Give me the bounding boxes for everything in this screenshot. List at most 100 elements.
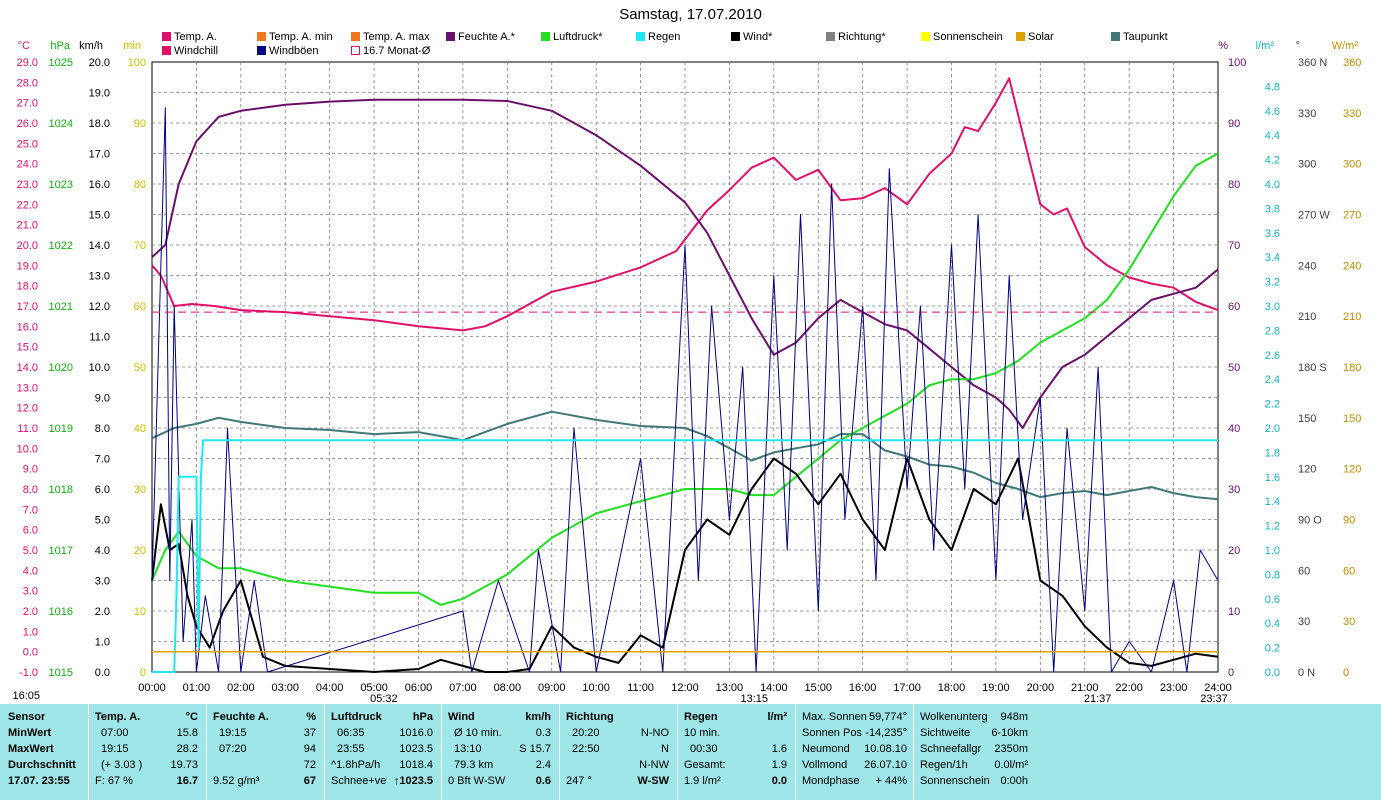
legend-label: Temp. A. min [269,31,333,43]
humidity-tick-label: 30 [1228,484,1240,496]
legend-item: Temp. A. [162,31,217,43]
legend-swatch [162,46,171,55]
legend-item: Regen [636,31,680,43]
temp-max-time: 19:15 [101,743,129,755]
temperature-tick-label: 17.0 [17,301,38,313]
pressure-header: Luftdruck [331,711,382,723]
wind-tick-label: 7.0 [95,454,110,466]
temperature-tick-label: 6.0 [23,525,38,537]
moon-phase-value: + 44% [875,775,908,787]
left-time-label: 16:05 [12,690,40,702]
rain-tick-label: 0.4 [1265,618,1280,630]
legend-swatch [921,32,930,41]
rain-interval: 10 min. [684,727,721,739]
humidity-max-time: 07:20 [219,743,247,755]
rain-max-value: 1.6 [771,743,787,755]
direction-tick-label: 120 [1298,464,1316,476]
legend-label: Luftdruck* [553,31,603,43]
x-tick-label: 00:00 [138,682,166,694]
x-tick-label: 20:00 [1027,682,1055,694]
rain-total-value: 1.9 [771,759,787,771]
pressure-tick-label: 1020 [49,362,73,374]
humidity-header: Feuchte A. [213,711,269,723]
direction-min-value: N-NO [640,727,669,739]
sun-minutes-tick-label: 0 [140,667,146,679]
wind-tick-label: 9.0 [95,393,110,405]
pressure-forecast: Schnee+ve [331,775,387,787]
temp-min-time: 07:00 [101,727,129,739]
humidity-avg-value: 72 [303,759,316,771]
axis-header-hpa: hPa [50,40,70,52]
solar-tick-label: 240 [1343,260,1361,272]
wind-tick-label: 15.0 [89,210,110,222]
moon-phase-label: Mondphase [802,775,860,787]
wind-tick-label: 13.0 [89,271,110,283]
humidity-tick-label: 20 [1228,545,1240,557]
direction-now-value: W-SW [637,775,669,787]
direction-tick-label: 360 N [1298,57,1327,69]
chart-title: Samstag, 17.07.2010 [619,6,762,23]
full-moon-label: Vollmond [802,759,848,771]
direction-tick-label: 240 [1298,260,1316,272]
x-tick-label: 07:00 [449,682,477,694]
rain-tick-label: 0.8 [1265,569,1280,581]
x-tick-label: 10:00 [582,682,610,694]
direction-column: Richtung 20:20 N-NO 22:50 N N-NW 247 ° W… [560,704,678,800]
x-tick-label: 14:00 [760,682,788,694]
pressure-min-time: 06:35 [337,727,365,739]
legend-label: Wind* [743,31,773,43]
solar-tick-label: 330 [1343,108,1361,120]
direction-tick-label: 330 [1298,108,1316,120]
sun-minutes-tick-label: 30 [134,484,146,496]
wind-tick-label: 12.0 [89,301,110,313]
temp-column: Temp. A. °C 07:00 15.8 19:15 28.2 (+ 3.0… [89,704,207,800]
x-tick-label: 22:00 [1115,682,1143,694]
up-arrow-icon: ↑ [393,775,400,787]
temp-header: Temp. A. [95,711,141,723]
solar-tick-label: 120 [1343,464,1361,476]
humidity-tick-label: 80 [1228,179,1240,191]
temperature-tick-label: 16.0 [17,321,38,333]
legend-label: Solar [1028,31,1054,43]
humidity-tick-label: 40 [1228,423,1240,435]
rain-tick-label: 0.2 [1265,643,1280,655]
sunrise-label: 05:32 [370,693,398,704]
rain-tick-label: 4.2 [1265,155,1280,167]
pressure-tick-label: 1021 [49,301,73,313]
rain-sum: 1.9 l/m² [684,775,721,787]
humidity-unit: % [306,711,316,723]
x-tick-label: 16:00 [849,682,877,694]
wind-tick-label: 16.0 [89,179,110,191]
temperature-tick-label: 19.0 [17,260,38,272]
temperature-tick-label: 23.0 [17,179,38,191]
temperature-tick-label: 21.0 [17,220,38,232]
temp-now-value: 16.7 [176,775,198,787]
visibility-value: 6-10km [991,727,1028,739]
moonrise-label: 13:15 [741,693,769,704]
rain-tick-label: 4.0 [1265,179,1280,191]
wind-unit: km/h [525,711,551,723]
rain-hour-label: Regen/1h [920,759,968,771]
rain-hour-value: 0.0l/m² [994,759,1028,771]
humidity-tick-label: 60 [1228,301,1240,313]
weather-chart: 29.0 28.0 27.0 26.0 25.0 24.0 23.0 22.0 21.0 20.0… [12,40,1361,704]
rain-tick-label: 1.4 [1265,496,1280,508]
temperature-tick-label: 13.0 [17,382,38,394]
legend-swatch [541,32,550,41]
sun-minutes-tick-label: 20 [134,545,146,557]
series-line-feuchte-a- [151,98,1219,429]
solar-tick-label: 180 [1343,362,1361,374]
temperature-tick-label: 18.0 [17,281,38,293]
sun-minutes-tick-label: 90 [134,118,146,130]
misc-column: Wolkenunterg 948m Sichtweite 6-10km Schn… [914,704,1034,800]
rain-tick-label: 4.4 [1265,130,1280,142]
temperature-tick-label: 0.0 [23,647,38,659]
x-tick-label: 23:00 [1160,682,1188,694]
humidity-tick-label: 50 [1228,362,1240,374]
axis-header-min: min [123,40,141,52]
temp-max-value: 28.2 [176,743,198,755]
direction-tick-label: 180 S [1298,362,1327,374]
axis-header-deg: ° [1296,40,1300,52]
rain-tick-label: 0.0 [1265,667,1280,679]
wind-tick-label: 11.0 [89,332,110,344]
